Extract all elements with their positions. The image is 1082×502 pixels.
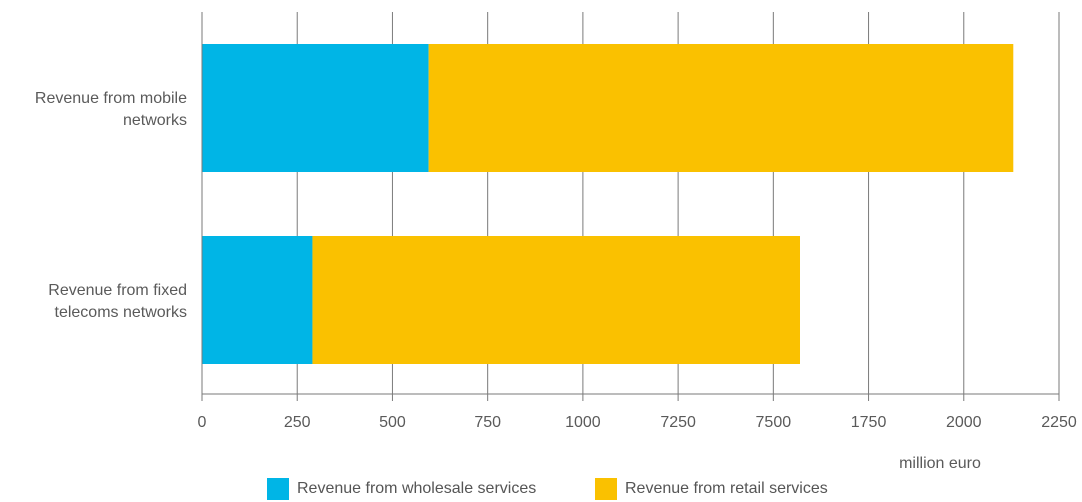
legend: Revenue from wholesale services Revenue …	[0, 478, 1082, 502]
legend-item-wholesale: Revenue from wholesale services	[267, 478, 536, 500]
tick-label: 1750	[851, 414, 887, 431]
legend-label-wholesale: Revenue from wholesale services	[297, 480, 537, 497]
x-axis: 0 250 500 750 1000 7250 7500 1750 2000 2250	[198, 12, 1077, 431]
legend-swatch-wholesale	[267, 478, 289, 500]
tick-label: 1000	[565, 414, 601, 431]
category-labels: Revenue from mobile networks Revenue from …	[35, 90, 187, 321]
legend-swatch-retail	[595, 478, 617, 500]
tick-label: 750	[474, 414, 501, 431]
legend-item-retail: Revenue from retail services	[595, 478, 828, 500]
x-axis-title: million euro	[899, 455, 981, 472]
tick-label: 250	[284, 414, 311, 431]
bar-wholesale-0	[202, 44, 429, 172]
category-label: Revenue from mobile networks	[35, 90, 187, 129]
tick-label: 0	[198, 414, 207, 431]
tick-label: 500	[379, 414, 406, 431]
tick-label: 2250	[1041, 414, 1077, 431]
tick-label: 7250	[660, 414, 696, 431]
tick-label: 7500	[756, 414, 792, 431]
bar-retail-0	[428, 44, 1014, 172]
bar-retail-1	[312, 236, 800, 364]
bar-wholesale-1	[202, 236, 313, 364]
tick-label: 2000	[946, 414, 982, 431]
bars	[202, 44, 1014, 364]
legend-label-retail: Revenue from retail services	[625, 480, 828, 497]
category-label: Revenue from fixed telecoms networks	[48, 282, 187, 321]
